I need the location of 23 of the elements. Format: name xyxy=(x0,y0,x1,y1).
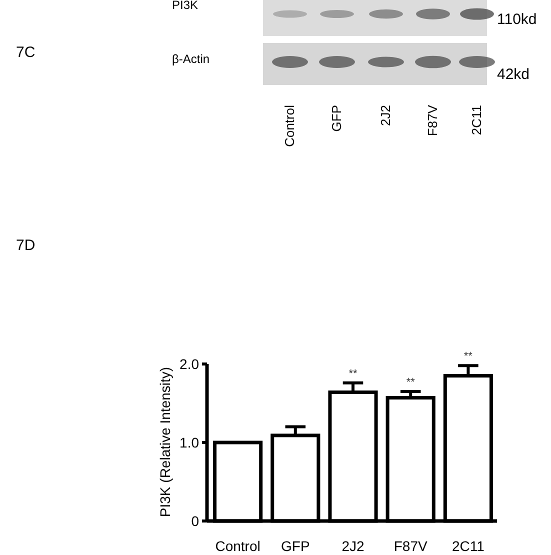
x-tick-label: Control xyxy=(215,538,260,554)
text: 2J2 xyxy=(378,105,393,126)
text: β-Actin xyxy=(172,52,210,66)
annotation: ** xyxy=(464,350,474,363)
annotation: ** xyxy=(406,376,416,388)
text: 110kd xyxy=(497,11,537,28)
x-tick-label: 2C11 xyxy=(452,538,485,554)
text: GFP xyxy=(329,105,344,132)
y-tick-label: 0 xyxy=(191,512,200,529)
text: 7C xyxy=(16,44,36,61)
text: Control xyxy=(282,104,297,147)
text: 7D xyxy=(16,237,36,254)
annotation: ** xyxy=(348,368,358,380)
text: F87V xyxy=(425,104,440,136)
y-tick-label: 2.0 xyxy=(180,356,200,372)
x-tick-label: 2J2 xyxy=(342,538,364,554)
text: 42kd xyxy=(497,66,530,83)
y-axis-title: PI3K (Relative Intensity) xyxy=(157,366,173,518)
x-tick-label: GFP xyxy=(281,538,310,554)
x-tick-label: F87V xyxy=(394,538,428,554)
text: 2C11 xyxy=(469,105,484,136)
y-tick-label: 1.0 xyxy=(180,434,200,450)
text: PI3K xyxy=(172,0,198,12)
